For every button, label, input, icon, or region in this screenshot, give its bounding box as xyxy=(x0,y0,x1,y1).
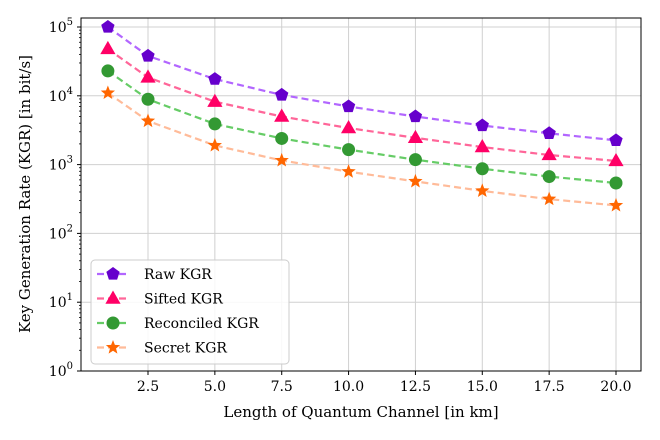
data-point xyxy=(341,99,356,113)
legend-marker-star-icon xyxy=(105,340,121,354)
legend-box xyxy=(90,259,290,365)
data-point xyxy=(141,48,155,62)
y-tick-label: 105 xyxy=(49,17,73,36)
data-point xyxy=(274,152,289,167)
data-point xyxy=(207,137,222,152)
data-point xyxy=(608,152,624,167)
x-tick-label: 20.0 xyxy=(600,379,631,395)
x-tick-label: 2.5 xyxy=(137,379,159,395)
series-line xyxy=(107,26,617,142)
data-point xyxy=(275,131,289,145)
data-point xyxy=(101,64,115,78)
x-tick-label: 15.0 xyxy=(467,379,498,395)
data-point xyxy=(140,69,156,83)
data-point xyxy=(408,173,423,188)
data-point xyxy=(475,162,489,176)
series-sifted-kgr xyxy=(100,40,624,167)
x-tick-label: 7.5 xyxy=(271,379,293,395)
series-line xyxy=(107,92,617,207)
legend-label: Secret KGR xyxy=(144,341,227,357)
y-tick-label: 104 xyxy=(49,86,73,105)
data-point xyxy=(207,93,223,107)
data-point xyxy=(140,113,156,128)
x-axis-label: Length of Quantum Channel [in km] xyxy=(223,403,498,421)
data-point xyxy=(609,176,623,190)
data-point xyxy=(208,72,222,85)
data-point xyxy=(141,92,155,106)
y-tick-label: 100 xyxy=(49,361,73,380)
series-raw-kgr xyxy=(101,20,623,147)
data-point xyxy=(208,117,222,131)
y-tick-label: 103 xyxy=(49,155,73,174)
legend-item: Raw KGR xyxy=(97,267,212,283)
data-point xyxy=(608,197,624,212)
data-point xyxy=(475,118,489,132)
data-point xyxy=(475,183,490,197)
data-point xyxy=(340,120,357,134)
legend-item: Sifted KGR xyxy=(97,290,223,308)
grid xyxy=(81,18,641,372)
legend-marker-circle-icon xyxy=(106,316,120,330)
plot-frame xyxy=(80,17,642,372)
legend-label: Sifted KGR xyxy=(144,292,223,308)
x-tick-label: 10.0 xyxy=(333,379,364,395)
data-point xyxy=(408,109,423,123)
data-point xyxy=(542,126,556,139)
data-point xyxy=(100,85,116,100)
data-point xyxy=(341,164,356,178)
data-point xyxy=(101,20,115,33)
data-point xyxy=(542,170,556,184)
data-point xyxy=(342,143,356,157)
data-point xyxy=(474,139,490,153)
legend-label: Raw KGR xyxy=(144,267,212,283)
data-point xyxy=(542,191,557,206)
legend-label: Reconciled KGR xyxy=(144,316,259,332)
data-point xyxy=(541,146,557,161)
y-axis-label: Key Generation Rate (KGR) [in bit/s] xyxy=(16,55,34,333)
y-tick-label: 102 xyxy=(49,223,73,242)
legend-item: Reconciled KGR xyxy=(97,316,259,332)
series-line xyxy=(107,48,617,163)
axes: 2.5 5.0 7.5 10.0 12.5 15.0 17.5 20.0 100 101 102 10… xyxy=(49,17,632,395)
data-point xyxy=(275,87,289,101)
data-point xyxy=(407,129,424,144)
data-point xyxy=(609,133,623,147)
legend: Raw KGR Sifted KGR Reconciled KGR Secret KG… xyxy=(90,259,290,365)
series-reconciled-kgr xyxy=(101,64,623,190)
series-secret-kgr xyxy=(100,85,624,212)
data-point xyxy=(408,153,422,167)
legend-marker-triangle-icon xyxy=(105,290,121,304)
series-layer xyxy=(100,20,624,212)
data-point xyxy=(100,40,116,55)
series-line xyxy=(107,70,617,185)
legend-item: Secret KGR xyxy=(97,340,227,357)
x-tick-label: 12.5 xyxy=(400,379,431,395)
x-tick-label: 5.0 xyxy=(204,379,226,395)
x-tick-label: 17.5 xyxy=(534,379,565,395)
legend-marker-pentagon-icon xyxy=(106,267,120,280)
y-tick-label: 101 xyxy=(49,292,73,311)
data-point xyxy=(274,108,290,122)
